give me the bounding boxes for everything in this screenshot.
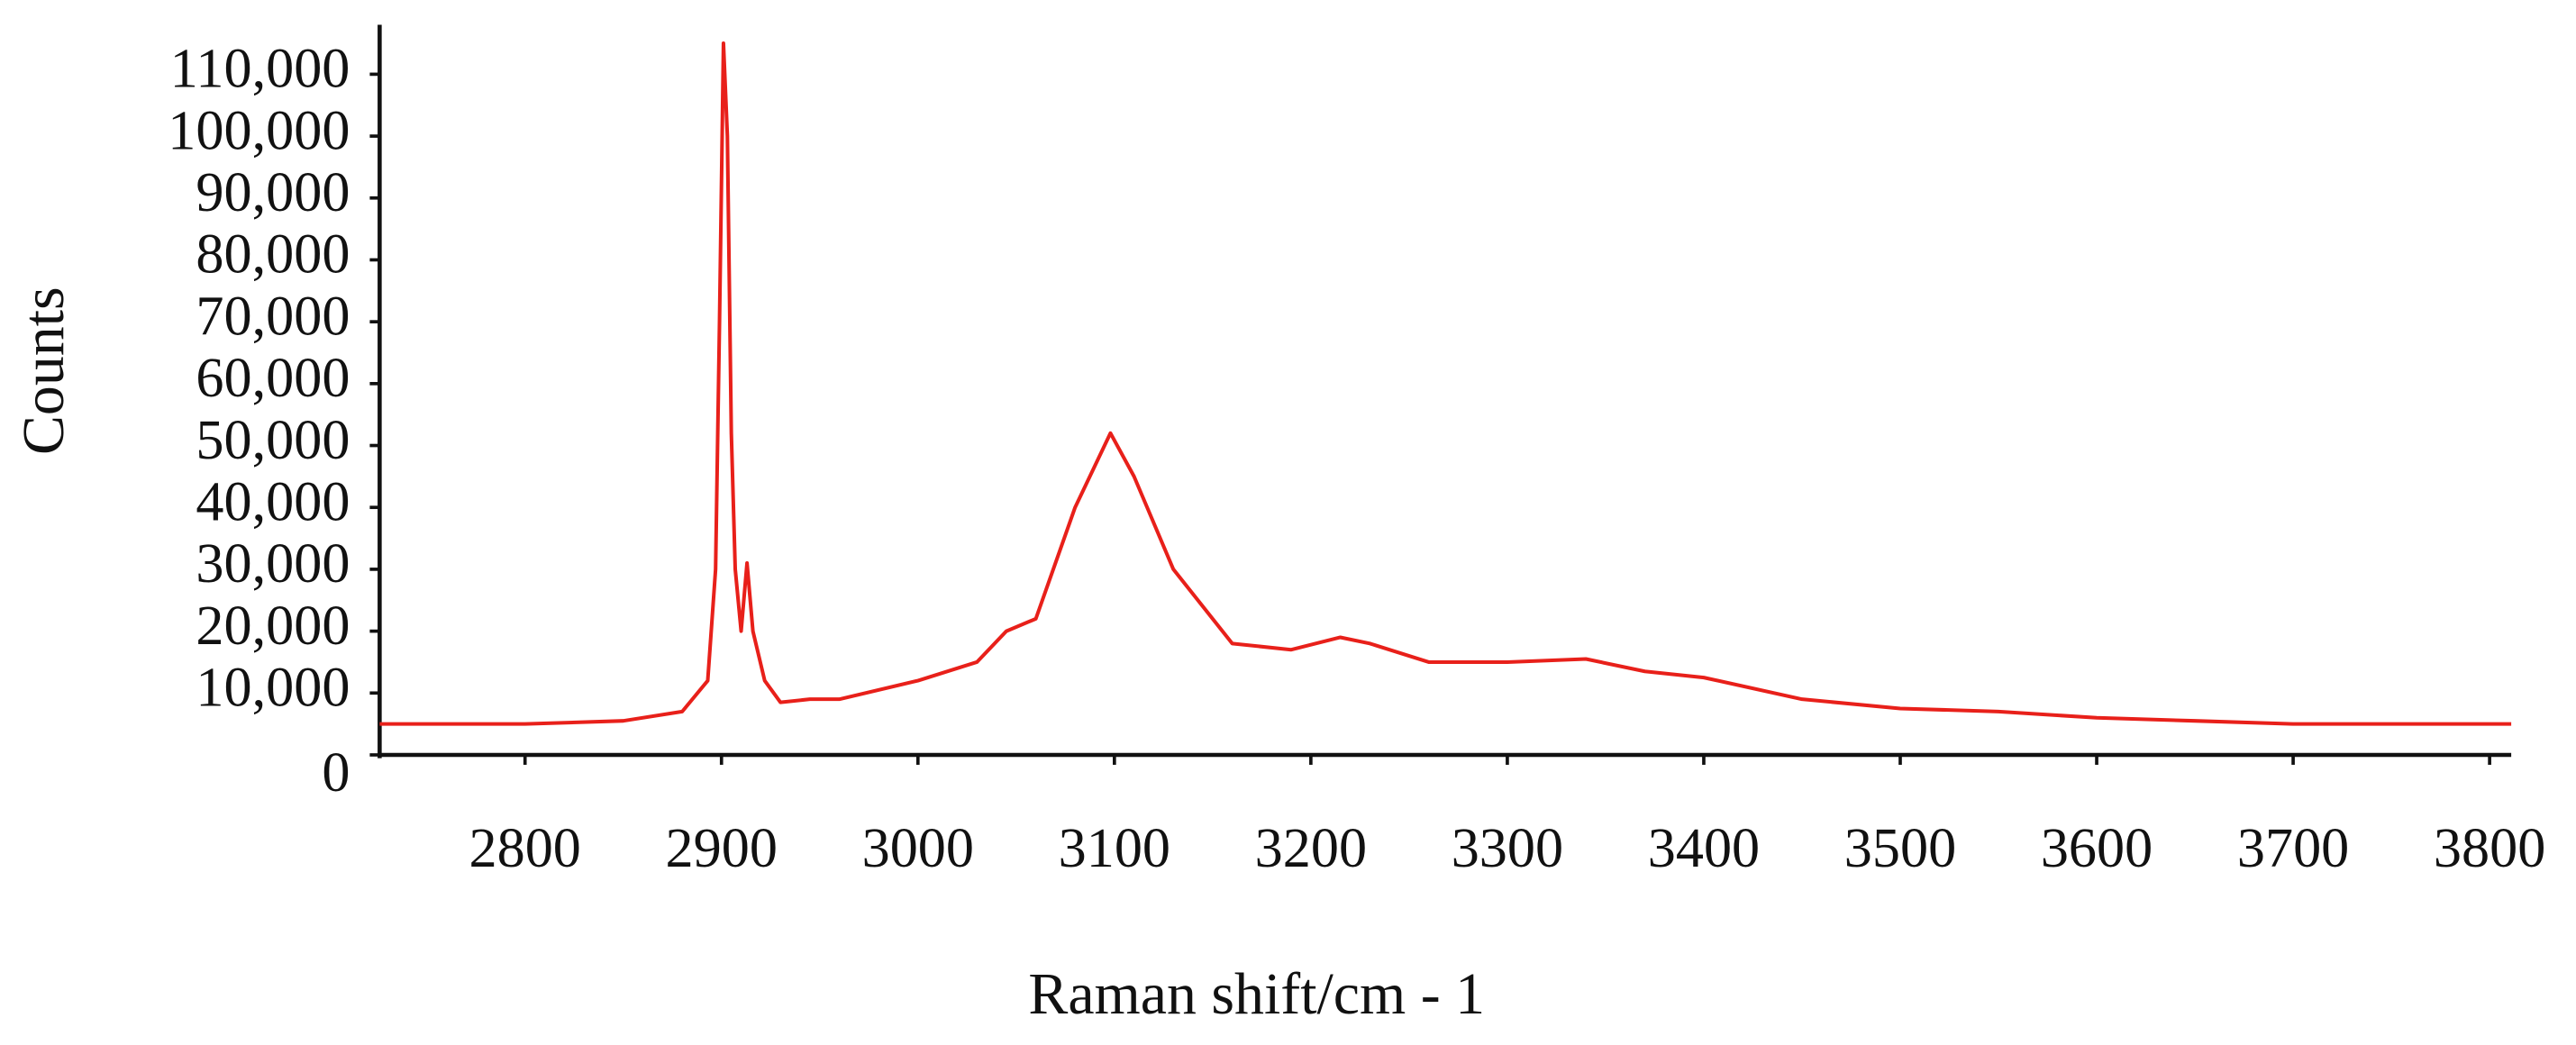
x-axis-title: Raman shift/cm - 1 — [1028, 961, 1485, 1027]
x-tick-label: 3200 — [1255, 818, 1367, 879]
y-tick-label: 30,000 — [196, 533, 350, 595]
x-tick-label: 3400 — [1648, 818, 1760, 879]
x-tick-label: 3600 — [2041, 818, 2153, 879]
x-tick-label: 3500 — [1844, 818, 1956, 879]
x-tick-label: 2900 — [666, 818, 778, 879]
x-tick-label: 3800 — [2434, 818, 2545, 879]
y-tick-label: 60,000 — [196, 348, 350, 409]
y-axis-title: Counts — [11, 286, 77, 455]
y-tick-label: 20,000 — [196, 595, 350, 657]
y-tick-label: 10,000 — [196, 658, 350, 719]
spectrum-line — [379, 41, 2512, 726]
y-tick-label: 0 — [322, 742, 350, 804]
y-tick-label: 90,000 — [196, 162, 350, 223]
y-tick-label: 40,000 — [196, 472, 350, 533]
x-tick-label: 3000 — [862, 818, 974, 879]
y-tick-label: 50,000 — [196, 410, 350, 471]
y-tick-label: 80,000 — [196, 224, 350, 286]
y-tick-label: 110,000 — [170, 39, 350, 100]
y-tick-label: 100,000 — [168, 100, 350, 161]
x-tick-label: 2800 — [469, 818, 581, 879]
x-tick-label: 3700 — [2237, 818, 2349, 879]
x-tick-label: 3100 — [1059, 818, 1170, 879]
x-tick-label: 3300 — [1452, 818, 1563, 879]
y-tick-label: 70,000 — [196, 286, 350, 347]
